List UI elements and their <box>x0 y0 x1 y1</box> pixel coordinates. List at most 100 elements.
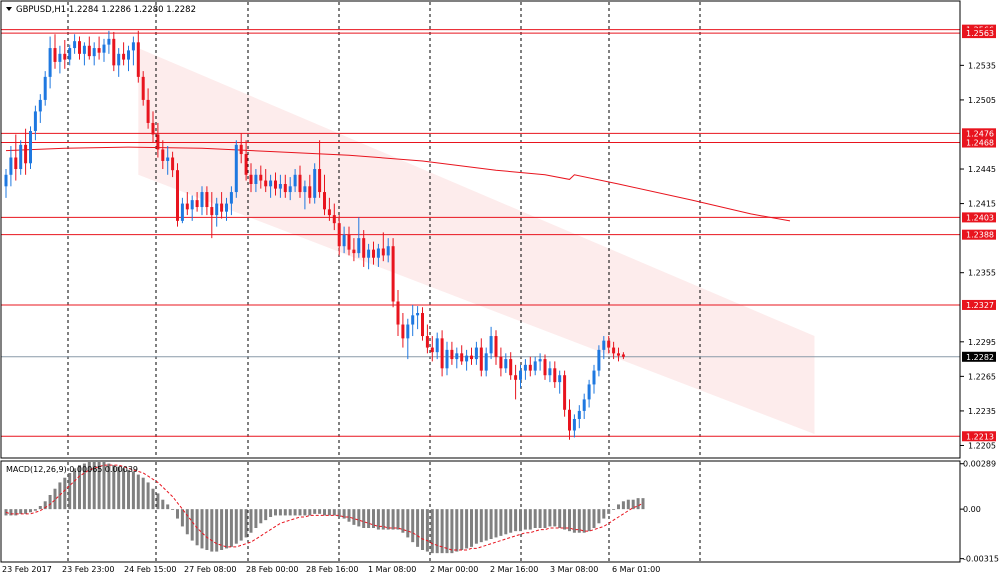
candle-body <box>48 48 52 77</box>
candle-body <box>180 203 184 221</box>
candle-body <box>367 249 371 258</box>
macd-bar <box>53 488 57 510</box>
macd-bar <box>612 509 616 510</box>
candle-body <box>504 359 508 369</box>
y-tick-label: 1.2355 <box>968 269 996 278</box>
candle-body <box>543 359 547 376</box>
macd-bar <box>558 509 562 528</box>
level-badge <box>962 431 996 442</box>
macd-bar <box>435 509 439 554</box>
candle-body <box>190 200 194 210</box>
candle-body <box>318 169 322 193</box>
candle-body <box>509 359 513 376</box>
candle-body <box>391 246 395 302</box>
candle-body <box>239 144 243 155</box>
candle-body <box>24 144 28 164</box>
macd-header: MACD(12,26,9) 0.00065 0.00039 <box>6 465 138 474</box>
candle-body <box>185 203 189 210</box>
macd-tick-label: -0.00315 <box>963 555 999 564</box>
x-tick-label: 2 Mar 00:00 <box>430 565 478 574</box>
y-tick-label: 1.2265 <box>968 372 996 381</box>
macd-bar <box>489 509 493 539</box>
chevron-down-icon[interactable] <box>6 7 12 11</box>
candle-body <box>19 144 23 170</box>
candle-body <box>78 41 81 54</box>
macd-bar <box>73 468 77 510</box>
candle-body <box>582 399 586 411</box>
candle-body <box>14 157 18 170</box>
candle-body <box>592 370 596 385</box>
candle-body <box>489 336 493 354</box>
candle-body <box>92 48 96 57</box>
candle-body <box>612 347 616 354</box>
candle-body <box>479 347 483 371</box>
macd-bar <box>283 509 287 516</box>
macd-bar <box>357 509 361 527</box>
macd-bar <box>514 509 518 532</box>
x-tick-label: 27 Feb 08:00 <box>184 565 236 574</box>
x-tick-label: 28 Feb 00:00 <box>246 565 298 574</box>
macd-bar <box>318 509 322 514</box>
macd-bar <box>406 509 410 538</box>
candle-body <box>117 53 121 66</box>
candle-body <box>470 355 473 360</box>
symbol-header: GBPUSD,H1 1.2284 1.2286 1.2280 1.2282 <box>16 5 196 15</box>
candle-body <box>274 180 277 189</box>
macd-signal-line <box>5 464 644 551</box>
macd-bar <box>582 509 586 533</box>
macd-bar <box>58 482 62 510</box>
level-badge <box>962 212 996 223</box>
candle-body <box>440 338 444 369</box>
macd-bar <box>401 509 405 533</box>
level-badge-label: 1.2468 <box>966 139 994 148</box>
macd-bar <box>416 509 420 547</box>
macd-bar <box>269 509 273 517</box>
macd-bar <box>592 509 596 528</box>
macd-bar <box>225 509 228 549</box>
level-badge <box>962 28 996 39</box>
macd-bar <box>244 509 248 538</box>
candle-body <box>205 192 209 208</box>
macd-bar <box>460 509 464 550</box>
candle-body <box>68 48 72 60</box>
candle-body <box>200 192 204 208</box>
y-tick-label: 1.2445 <box>968 165 996 174</box>
macd-bar <box>631 499 635 510</box>
macd-bar <box>362 509 366 528</box>
macd-bar <box>254 509 258 528</box>
candle-body <box>4 174 8 187</box>
macd-bar <box>450 509 454 554</box>
macd-bar <box>538 509 542 528</box>
macd-bar <box>479 509 483 543</box>
macd-bar <box>337 509 341 517</box>
candle-body <box>234 144 238 193</box>
macd-bar <box>210 509 214 552</box>
candle-body <box>82 45 86 54</box>
macd-bar <box>131 471 135 510</box>
macd-bar <box>19 509 23 514</box>
macd-bar <box>519 509 522 532</box>
candle-body <box>425 336 429 348</box>
macd-bar <box>151 488 155 510</box>
macd-bar <box>396 509 400 530</box>
macd-bar <box>563 509 567 530</box>
macd-bar <box>572 509 576 533</box>
level-badge-label: 1.2476 <box>966 129 994 138</box>
macd-bar <box>293 509 297 516</box>
price-axis: 1.2535 1.2505 1.2445 1.2415 1.2355 1.2295 1.22… <box>960 24 999 564</box>
macd-bar <box>215 509 219 552</box>
macd-bar <box>127 469 130 510</box>
candle-body <box>283 184 287 193</box>
candle-body <box>171 157 175 171</box>
macd-bar <box>48 495 52 510</box>
moving-average-line <box>5 146 791 222</box>
macd-bar <box>553 509 557 527</box>
macd-bar <box>259 509 263 524</box>
candle-body <box>533 361 537 371</box>
candle-body <box>519 370 522 380</box>
candle-body <box>337 223 341 247</box>
macd-bar <box>97 462 101 510</box>
macd-bar <box>607 509 611 514</box>
candle-body <box>151 122 155 135</box>
